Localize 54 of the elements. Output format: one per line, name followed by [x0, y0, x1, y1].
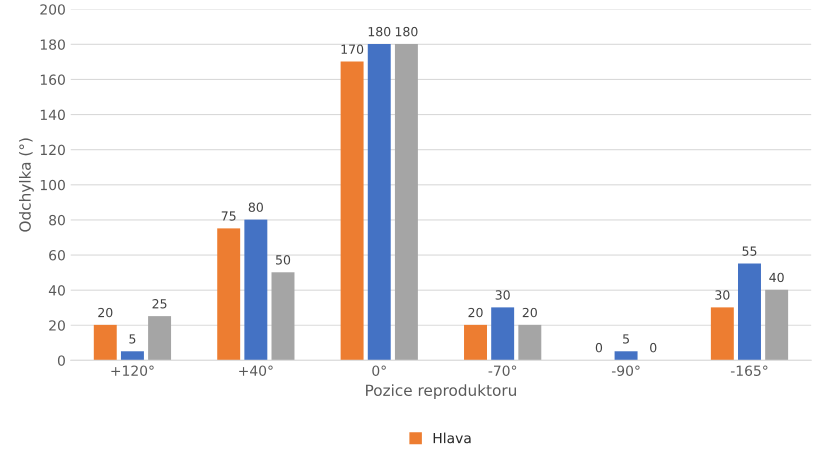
- y-tick-label: 40: [48, 285, 65, 296]
- data-label: 180: [368, 26, 390, 36]
- x-tick-label: 0°: [372, 365, 386, 376]
- y-tick-label: 160: [40, 74, 65, 85]
- data-label: 20: [98, 308, 112, 318]
- x-axis-title: Pozice reproduktoru: [366, 384, 516, 400]
- bar: [518, 324, 542, 360]
- data-label: 20: [468, 308, 483, 318]
- y-tick-label: 100: [40, 180, 65, 190]
- y-tick-label: 180: [40, 39, 65, 50]
- data-label: 170: [342, 44, 364, 54]
- bar: [394, 44, 418, 360]
- data-label: 180: [396, 26, 418, 36]
- bar: [464, 324, 487, 360]
- data-label: 30: [496, 290, 510, 300]
- data-label: 20: [522, 308, 537, 318]
- bar: [148, 316, 172, 360]
- bar: [340, 62, 364, 360]
- data-label: 0: [596, 342, 602, 352]
- bar: [217, 228, 240, 360]
- data-label: 25: [152, 299, 166, 308]
- data-label: 5: [623, 334, 629, 344]
- bar: [94, 324, 117, 360]
- x-tick-label: -90°: [612, 365, 640, 376]
- bar: [765, 290, 788, 360]
- data-label: 30: [715, 290, 730, 300]
- data-label: 55: [742, 246, 756, 256]
- bar: [120, 351, 144, 360]
- bar: [710, 307, 734, 360]
- bar: [491, 307, 514, 360]
- data-label: 5: [129, 334, 136, 344]
- x-tick-label: -70°: [488, 365, 516, 376]
- y-axis-title: Odchylka (°): [19, 138, 34, 232]
- y-tick-label: 200: [40, 4, 65, 15]
- data-label: 75: [222, 211, 236, 221]
- bar: [244, 220, 268, 360]
- data-label: 0: [650, 342, 656, 352]
- y-tick-label: 120: [40, 144, 65, 156]
- data-label: 40: [769, 272, 784, 282]
- bar: [368, 44, 391, 360]
- x-tick-label: -165°: [730, 365, 768, 376]
- y-tick-label: 80: [49, 214, 65, 226]
- legend-label: Hlava: [434, 432, 471, 444]
- y-tick-label: 0: [58, 355, 65, 366]
- data-label: 50: [276, 255, 290, 265]
- bar: [272, 272, 294, 360]
- x-tick-label: +120°: [111, 365, 154, 376]
- y-tick-label: 140: [40, 110, 65, 120]
- y-tick-label: 20: [49, 320, 65, 331]
- bar: [738, 263, 761, 360]
- data-label: 80: [248, 202, 263, 212]
- y-tick-label: 60: [49, 250, 65, 260]
- bar: [614, 351, 638, 360]
- x-tick-label: +40°: [239, 365, 273, 376]
